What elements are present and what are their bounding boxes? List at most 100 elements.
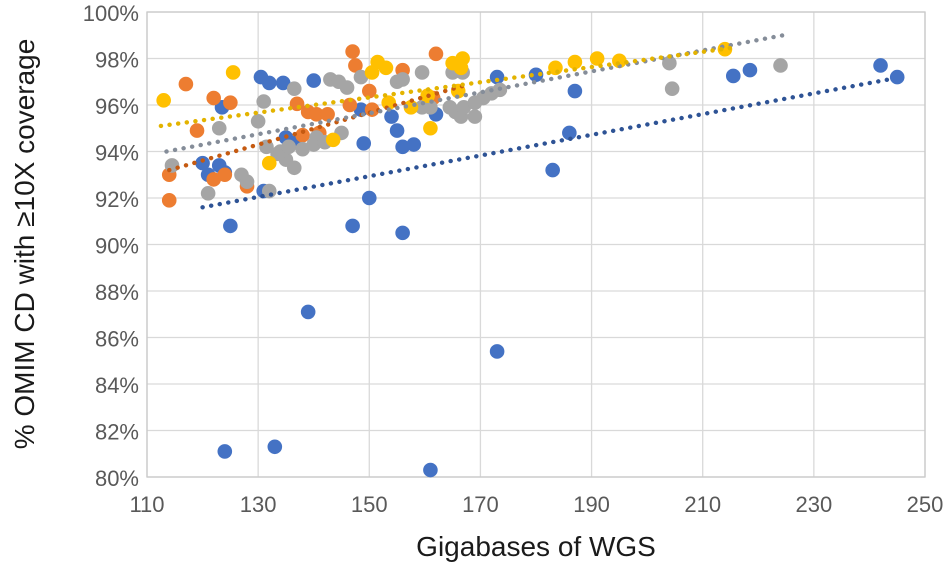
y-tick-label: 86% — [95, 327, 139, 352]
y-tick-label: 88% — [95, 280, 139, 305]
data-point-series-blue — [423, 462, 438, 478]
trendlines-layer — [158, 33, 892, 210]
data-point-series-yellow — [589, 51, 605, 66]
y-tick-label: 90% — [95, 234, 139, 259]
data-point-series-orange — [206, 90, 221, 106]
data-point-series-gray — [423, 100, 438, 115]
x-tick-label: 130 — [240, 492, 277, 517]
data-point-series-orange — [217, 167, 233, 183]
data-point-series-gray — [211, 120, 227, 136]
data-point-series-orange — [428, 46, 444, 62]
data-point-series-orange — [345, 44, 360, 59]
data-point-series-blue — [275, 75, 291, 91]
data-point-series-yellow — [612, 53, 627, 69]
trendline-series-blue — [200, 77, 892, 210]
data-point-series-blue — [567, 83, 583, 99]
plot-border — [146, 11, 926, 478]
data-point-series-gray — [395, 72, 410, 87]
data-point-series-blue — [384, 109, 399, 124]
trendline-series-yellow — [158, 45, 733, 129]
data-point-series-yellow — [423, 120, 438, 136]
data-point-series-blue — [300, 304, 316, 320]
y-tick-label: 98% — [95, 48, 139, 73]
y-tick-label: 100% — [83, 1, 139, 26]
data-point-series-yellow — [378, 60, 394, 76]
data-point-series-blue — [528, 67, 544, 83]
grid-layer — [146, 11, 926, 478]
data-point-series-blue — [389, 123, 405, 138]
data-point-series-gray — [773, 58, 788, 73]
data-point-series-blue — [361, 190, 377, 206]
data-point-series-gray — [414, 65, 430, 80]
data-point-series-blue — [545, 162, 560, 178]
data-point-series-yellow — [325, 132, 341, 148]
data-point-series-blue — [562, 125, 577, 141]
points-layer — [156, 41, 905, 478]
y-tick-label: 82% — [95, 420, 139, 445]
tick-labels-layer: 80% 82% 84% 86% 88% 90% 92% 94% 96% 98% 100% 110 130… — [83, 1, 944, 517]
x-tick-label: 150 — [351, 492, 388, 517]
data-point-series-gray — [456, 100, 472, 115]
data-point-series-gray — [662, 55, 677, 71]
trendline-series-gray — [164, 33, 786, 154]
data-point-series-yellow — [225, 65, 241, 80]
data-point-series-blue — [873, 58, 888, 73]
data-point-series-gray — [256, 94, 272, 109]
data-point-series-gray — [281, 139, 297, 155]
data-point-series-blue — [742, 62, 758, 78]
data-point-series-yellow — [261, 155, 277, 171]
data-point-series-orange — [206, 172, 221, 187]
data-point-series-gray — [353, 69, 369, 85]
x-tick-label: 250 — [907, 492, 944, 517]
x-tick-label: 110 — [129, 492, 164, 517]
x-axis-title: Gigabases of WGS — [416, 531, 656, 562]
data-point-series-gray — [286, 160, 302, 176]
x-tick-label: 230 — [795, 492, 832, 517]
data-point-series-orange — [178, 76, 194, 92]
data-point-series-blue — [395, 225, 410, 241]
data-point-series-gray — [664, 81, 680, 97]
data-point-series-gray — [295, 141, 310, 157]
y-tick-label: 84% — [95, 373, 139, 398]
data-point-series-gray — [239, 174, 255, 190]
data-point-series-orange — [309, 107, 324, 122]
data-point-series-blue — [195, 155, 210, 171]
data-point-series-gray — [339, 80, 355, 95]
data-point-series-orange — [342, 97, 358, 113]
data-point-series-blue — [267, 439, 283, 455]
data-point-series-gray — [200, 186, 216, 201]
trendline-series-orange — [167, 81, 472, 173]
data-point-series-gray — [286, 81, 302, 97]
data-point-series-blue — [356, 136, 372, 151]
data-point-series-gray — [164, 158, 180, 173]
x-tick-label: 190 — [573, 492, 610, 517]
data-point-series-yellow — [567, 54, 583, 70]
data-point-series-blue — [395, 139, 410, 155]
data-point-series-orange — [295, 127, 310, 143]
data-point-series-orange — [223, 95, 238, 110]
data-point-series-blue — [489, 69, 505, 85]
data-point-series-blue — [261, 75, 277, 91]
data-point-series-blue — [489, 344, 505, 359]
y-axis-title: % OMIM CD with ≥10X coverage — [9, 39, 40, 450]
x-tick-label: 210 — [684, 492, 721, 517]
data-point-series-blue — [223, 218, 238, 234]
data-point-series-orange — [361, 83, 377, 99]
data-point-series-blue — [725, 68, 741, 84]
y-tick-label: 94% — [95, 141, 139, 166]
y-tick-label: 80% — [95, 466, 139, 491]
data-point-series-blue — [217, 444, 233, 459]
data-point-series-orange — [348, 58, 363, 73]
data-point-series-blue — [889, 69, 905, 85]
data-point-series-blue — [406, 137, 422, 152]
data-point-series-orange — [161, 193, 177, 208]
data-point-series-gray — [467, 109, 483, 124]
data-point-series-orange — [320, 107, 335, 122]
data-point-series-blue — [345, 218, 360, 234]
y-tick-label: 96% — [95, 94, 139, 119]
y-tick-label: 92% — [95, 187, 139, 212]
x-tick-label: 170 — [462, 492, 499, 517]
data-point-series-yellow — [156, 93, 171, 108]
